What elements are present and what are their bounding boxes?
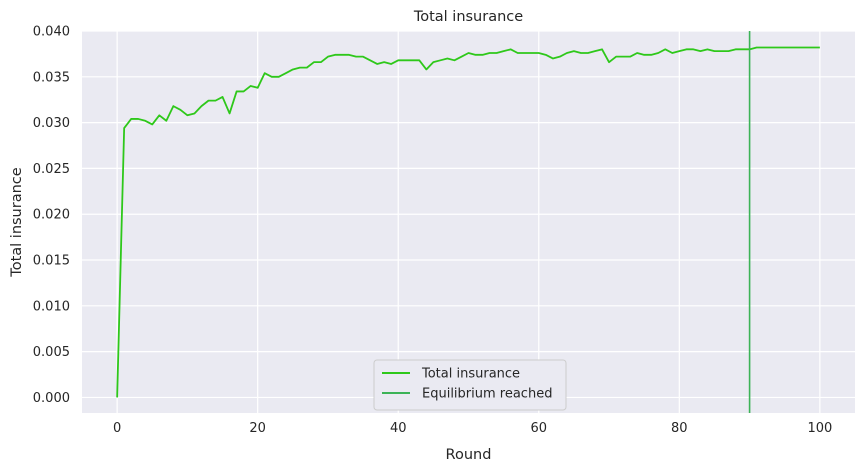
total-insurance-line [116, 46, 820, 398]
y-tick-label: 0.025 [33, 162, 70, 177]
x-tick-label: 40 [390, 421, 407, 436]
legend-label-equilibrium-reached: Equilibrium reached [422, 387, 552, 402]
y-axis-ticks: 0.000 0.005 0.010 0.015 0.020 0.025 0.030 0.035… [33, 25, 70, 406]
x-tick-label: 20 [249, 421, 266, 436]
y-tick-label: 0.000 [33, 391, 70, 406]
y-tick-label: 0.005 [33, 345, 70, 360]
y-tick-label: 0.035 [33, 70, 70, 85]
legend: Total insurance Equilibrium reached [373, 359, 567, 411]
x-tick-label: 100 [807, 421, 832, 436]
plot-background [82, 31, 855, 413]
grid [82, 30, 855, 413]
y-tick-label: 0.030 [33, 116, 70, 131]
x-tick-label: 80 [671, 421, 688, 436]
x-axis-ticks: 0 20 40 60 80 100 [113, 421, 832, 436]
x-tick-label: 60 [530, 421, 547, 436]
x-axis-title: Round [446, 447, 492, 463]
y-tick-label: 0.020 [33, 208, 70, 223]
y-tick-label: 0.010 [33, 299, 70, 314]
legend-box [373, 359, 567, 411]
chart-title: Total insurance [413, 9, 523, 25]
y-tick-label: 0.015 [33, 254, 70, 269]
x-tick-label: 0 [113, 421, 121, 436]
y-tick-label: 0.040 [33, 25, 70, 40]
y-axis-title: Total insurance [9, 167, 25, 277]
legend-label-total-insurance: Total insurance [421, 367, 520, 382]
series-layer [116, 31, 820, 413]
